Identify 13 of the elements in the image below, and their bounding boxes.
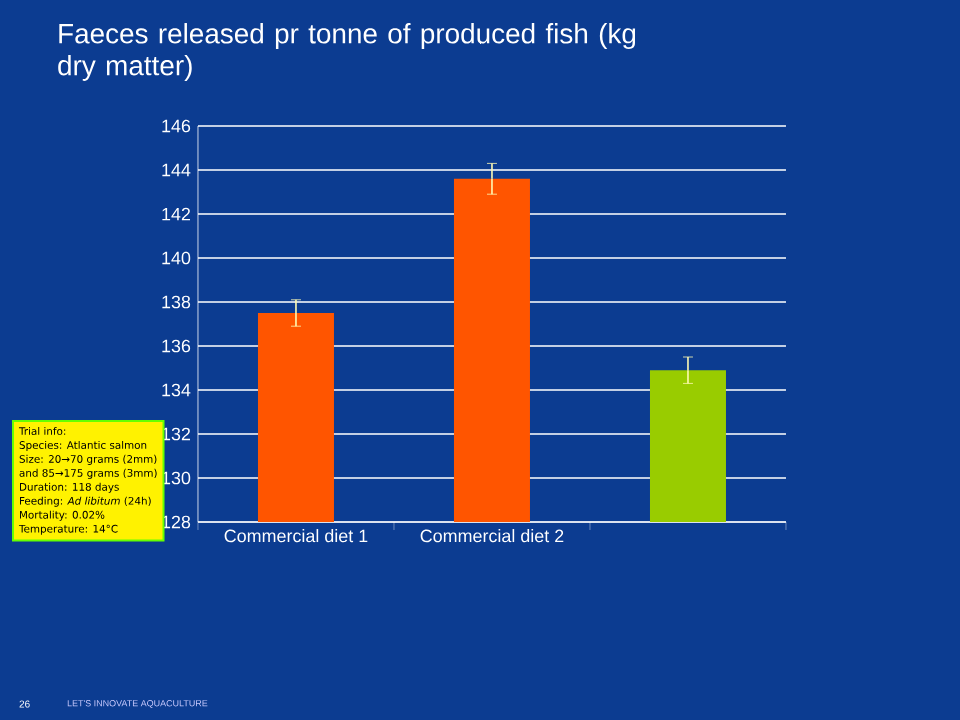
x-tick-label: Commercial diet 2: [420, 529, 564, 543]
x-tick-label: Commercial diet 1: [224, 529, 368, 543]
y-tick-label: 144: [162, 163, 191, 177]
y-tick-label: 138: [162, 295, 191, 309]
y-tick-label: 142: [162, 207, 191, 221]
y-tick-label: 134: [162, 383, 191, 397]
y-tick-label: 136: [162, 339, 191, 353]
chart-title: Faeces released pr tonne of produced fish (kg dry matter): [58, 23, 636, 81]
y-tick-label: 130: [162, 471, 191, 485]
y-tick-label: 128: [162, 515, 191, 529]
y-tick-label: 140: [162, 251, 191, 265]
y-tick-label: 146: [162, 119, 191, 133]
y-tick-label: 132: [162, 427, 191, 441]
